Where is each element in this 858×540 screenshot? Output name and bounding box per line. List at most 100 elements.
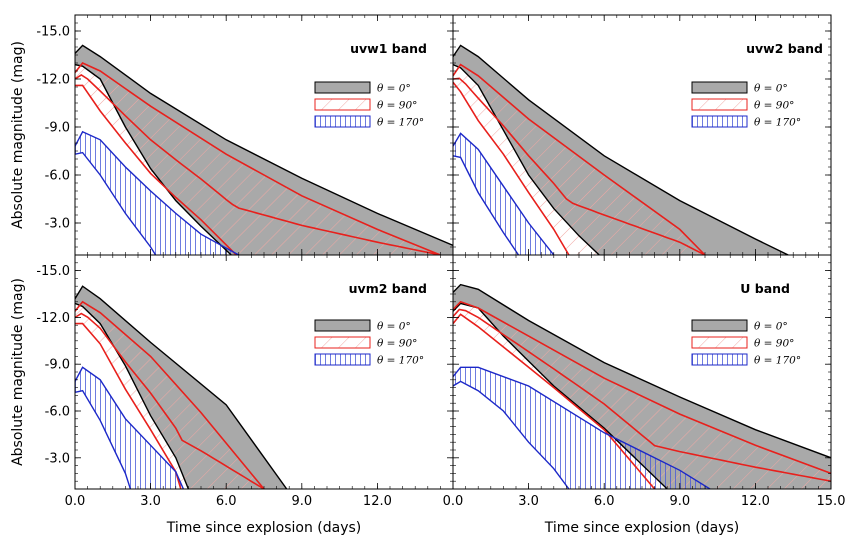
legend-label: θ = 0° <box>754 83 788 95</box>
legend-label: θ = 90° <box>377 100 417 112</box>
x-tick-label: 9.0 <box>669 494 690 509</box>
y-tick-label: -3.0 <box>45 451 70 466</box>
series-lower-line <box>453 313 656 489</box>
series-upper-line <box>75 300 265 489</box>
series-mean-line <box>453 77 706 255</box>
series-upper-line <box>453 300 831 475</box>
legend-item: θ = 0° <box>314 319 411 333</box>
band-170-deg <box>75 367 184 489</box>
legend-item: θ = 170° <box>691 353 801 367</box>
panel-uvw2: uvw2 band θ = 0° θ = 90° θ = 170° <box>452 14 832 256</box>
series-lower-line <box>75 151 157 255</box>
legend-label: θ = 90° <box>754 338 794 350</box>
legend-item: θ = 170° <box>314 115 424 129</box>
panel-u: 0.0 3.0 6.0 9.0 12.0 15.0 U band θ = 0° θ = 90… <box>443 254 846 509</box>
legend-swatch <box>691 353 748 366</box>
legend-label: θ = 170° <box>754 117 801 129</box>
x-tick-label: 3.0 <box>140 494 161 509</box>
panel-title: uvm2 band <box>349 281 427 296</box>
x-tick-label: 0.0 <box>443 494 464 509</box>
legend-item: θ = 90° <box>691 98 794 112</box>
legend-item: θ = 170° <box>691 115 801 129</box>
legend-item: θ = 90° <box>691 336 794 350</box>
legend-label: θ = 90° <box>754 100 794 112</box>
y-tick-label: -6.0 <box>45 169 70 184</box>
band-170-deg <box>453 367 710 489</box>
legend-swatch <box>314 336 371 349</box>
y-tick-label: -6.0 <box>45 405 70 420</box>
x-tick-label: 12.0 <box>363 494 392 509</box>
y-tick-label: -15.0 <box>36 25 70 40</box>
series-upper-line <box>75 285 288 489</box>
y-tick-label: -12.0 <box>36 73 70 88</box>
band-170-deg <box>75 131 239 255</box>
panel-uvw1: -15.0-12.0-9.0-6.0-3.0 uvw1 band θ = 0°θ… <box>36 14 454 256</box>
x-axis-title: Time since explosion (days) <box>544 520 740 536</box>
y-tick-label: -9.0 <box>45 121 70 136</box>
legend-swatch <box>691 319 748 332</box>
series-upper-line <box>453 132 555 255</box>
series-lower-line <box>453 380 570 489</box>
legend-item: θ = 0° <box>691 81 788 95</box>
series-upper-line <box>75 366 185 489</box>
series-upper-line <box>453 366 711 489</box>
legend-label: θ = 0° <box>377 83 411 95</box>
legend: θ = 0° θ = 90° θ = 170° <box>314 81 424 129</box>
legend-swatch <box>691 336 748 349</box>
x-tick-label: 12.0 <box>741 494 770 509</box>
x-axis-title: Time since explosion (days) <box>166 520 362 536</box>
legend: θ = 0° θ = 90° θ = 170° <box>314 319 424 367</box>
legend-label: θ = 170° <box>754 355 801 367</box>
y-tick-label: -15.0 <box>36 264 70 279</box>
series-lower-line <box>453 302 668 489</box>
panel-title: uvw2 band <box>746 41 823 56</box>
series-mean-line <box>75 312 265 489</box>
x-tick-label: 6.0 <box>216 494 237 509</box>
panel-uvm2: -15.0 -12.0 -9.0 -6.0 -3.0 0.0 3.0 6.0 9.0 12.0 u… <box>36 254 454 509</box>
y-tick-label: -12.0 <box>36 311 70 326</box>
band-170-deg <box>453 133 554 255</box>
series-upper-line <box>75 62 441 255</box>
panel-title: U band <box>740 281 790 296</box>
series-upper-line <box>75 130 240 255</box>
legend-label: θ = 90° <box>377 338 417 350</box>
band-90-deg <box>453 301 831 489</box>
series-lower-line <box>75 84 237 255</box>
y-axis-title: Absolute magnitude (mag) <box>10 278 26 466</box>
legend-item: θ = 170° <box>314 353 424 367</box>
legend-label: θ = 170° <box>377 117 424 129</box>
y-tick-label: -9.0 <box>45 358 70 373</box>
x-tick-label: 15.0 <box>817 494 846 509</box>
legend-swatch <box>314 115 371 128</box>
legend-swatch <box>314 319 371 332</box>
legend-swatch <box>691 98 748 111</box>
series-lower-line <box>75 389 132 489</box>
legend-swatch <box>314 353 371 366</box>
series-mean-line <box>75 74 441 255</box>
legend: θ = 0° θ = 90° θ = 170° <box>691 319 801 367</box>
legend-swatch <box>691 81 748 94</box>
y-axis-title: Absolute magnitude (mag) <box>10 41 26 229</box>
legend-label: θ = 0° <box>754 321 788 333</box>
series-upper-line <box>453 283 831 459</box>
y-tick-label: -3.0 <box>45 217 70 232</box>
legend-item: θ = 90° <box>314 98 417 112</box>
x-tick-label: 3.0 <box>518 494 539 509</box>
x-tick-label: 6.0 <box>594 494 615 509</box>
series-upper-line <box>75 44 453 247</box>
series-lower-line <box>453 63 600 255</box>
series-lower-line <box>75 302 190 489</box>
band-90-deg <box>75 63 441 255</box>
legend-swatch <box>691 115 748 128</box>
legend-label: θ = 170° <box>377 355 424 367</box>
legend-item: θ = 0° <box>691 319 788 333</box>
series-lower-line <box>453 155 520 255</box>
legend-swatch <box>314 98 371 111</box>
legend-item: θ = 90° <box>314 336 417 350</box>
band-90-deg <box>453 64 705 255</box>
legend-item: θ = 0° <box>314 81 411 95</box>
series-mean-line <box>453 308 831 482</box>
panel-title: uvw1 band <box>350 41 427 56</box>
legend: θ = 0° θ = 90° θ = 170° <box>691 81 801 129</box>
